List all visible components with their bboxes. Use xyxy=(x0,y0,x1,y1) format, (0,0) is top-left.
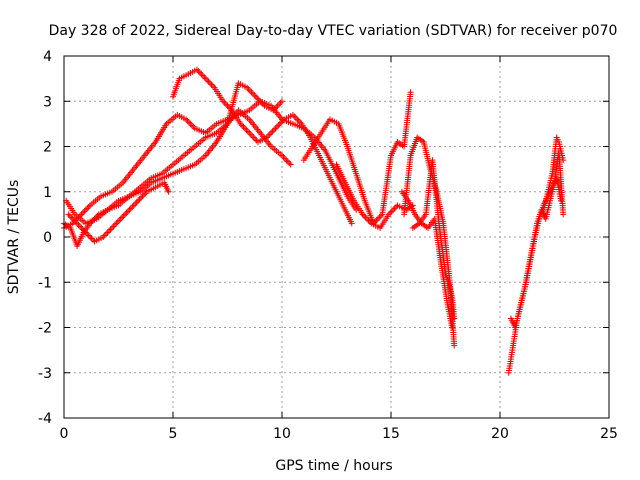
x-tick-label: 25 xyxy=(600,426,618,442)
x-tick-label: 10 xyxy=(273,426,291,442)
x-tick-label: 15 xyxy=(382,426,400,442)
data-point xyxy=(165,188,172,195)
y-tick-label: 1 xyxy=(43,185,52,201)
data-point xyxy=(287,161,294,168)
x-axis-label: GPS time / hours xyxy=(275,458,392,474)
data-point xyxy=(451,315,458,322)
data-point xyxy=(348,220,355,227)
data-point xyxy=(451,342,458,349)
y-tick-label: -3 xyxy=(38,366,52,382)
x-tick-label: 0 xyxy=(60,426,69,442)
x-tick-label: 20 xyxy=(491,426,509,442)
y-tick-label: -4 xyxy=(38,411,52,427)
y-tick-label: -1 xyxy=(38,275,52,291)
y-tick-label: 3 xyxy=(43,94,52,110)
data-point xyxy=(353,206,360,213)
x-tick-label: 5 xyxy=(169,426,178,442)
axis-ticks: 0 5 10 15 20 25 -4 -3 -2 -1 0 1 2 3 4 xyxy=(38,49,618,442)
y-axis-label: SDTVAR / TECUs xyxy=(6,180,22,295)
y-tick-label: 0 xyxy=(43,230,52,246)
data-point xyxy=(279,98,285,105)
y-tick-label: 4 xyxy=(43,49,52,65)
chart-title: Day 328 of 2022, Sidereal Day-to-day VTE… xyxy=(49,23,618,39)
data-point xyxy=(407,89,414,96)
data-point xyxy=(560,211,567,218)
y-tick-label: -2 xyxy=(38,321,52,337)
data-point xyxy=(560,157,567,164)
data-points xyxy=(61,66,567,376)
y-tick-label: 2 xyxy=(43,140,52,156)
